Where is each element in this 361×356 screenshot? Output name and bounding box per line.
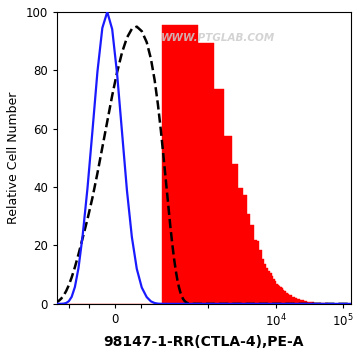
Text: WWW.PTGLAB.COM: WWW.PTGLAB.COM [161,33,275,43]
Y-axis label: Relative Cell Number: Relative Cell Number [7,92,20,224]
X-axis label: 98147-1-RR(CTLA-4),PE-A: 98147-1-RR(CTLA-4),PE-A [103,335,304,349]
